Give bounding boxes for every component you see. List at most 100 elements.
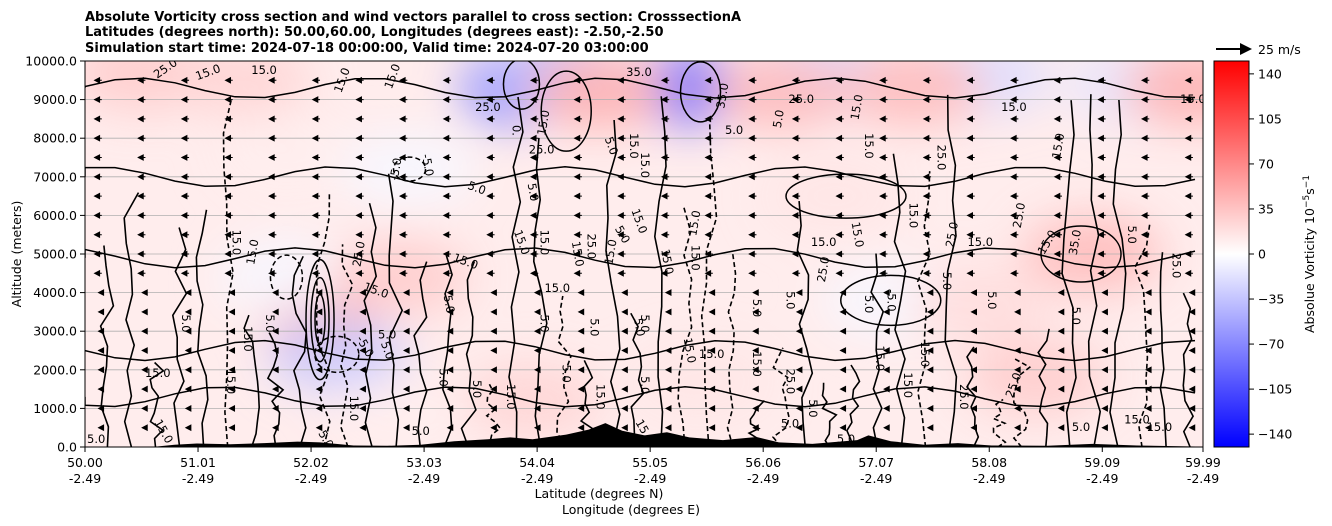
wind-vector-482 bbox=[704, 76, 713, 84]
contour-label-60: 15.0 bbox=[848, 93, 866, 121]
wind-vector-478 bbox=[529, 76, 539, 84]
wind-vector-489 bbox=[1010, 76, 1019, 84]
wind-vector-424 bbox=[442, 115, 451, 123]
contour-line-44 bbox=[1159, 252, 1167, 447]
wind-vector-114 bbox=[533, 347, 541, 354]
wind-vector-415 bbox=[1184, 134, 1193, 142]
wind-vector-202 bbox=[970, 289, 977, 297]
wind-vector-36 bbox=[533, 404, 541, 412]
contour-label-27: 0. bbox=[509, 125, 523, 136]
wind-vector-487 bbox=[922, 76, 932, 84]
wind-vector-365 bbox=[137, 154, 146, 161]
wind-vector-426 bbox=[529, 115, 539, 123]
chart-title-line-3: Simulation start time: 2024-07-18 00:00:… bbox=[85, 41, 649, 56]
wind-vector-265 bbox=[311, 231, 321, 239]
wind-vector-21 bbox=[1014, 424, 1021, 432]
vorticity-region-24 bbox=[462, 362, 603, 439]
contour-label-58: 35.0 bbox=[626, 65, 652, 79]
wind-vector-330 bbox=[879, 192, 888, 200]
vorticity-region-14 bbox=[529, 61, 670, 130]
wind-vector-340 bbox=[180, 173, 190, 181]
contour-line-33 bbox=[892, 153, 907, 447]
y-axis-label: Altitude (meters) bbox=[9, 201, 24, 308]
contour-loop-10 bbox=[679, 61, 722, 123]
contour-label-91: 5.0 bbox=[1125, 226, 1139, 244]
contour-label-66: 5.0 bbox=[784, 291, 798, 309]
wind-vector-328 bbox=[791, 192, 801, 200]
contour-loop-5 bbox=[269, 254, 304, 300]
wind-vector-210 bbox=[180, 269, 190, 277]
contour-label-45: 5.0 bbox=[602, 135, 621, 157]
colorbar-ticks: 140 105 70 35 0 −35 −70 −105 −140 bbox=[1249, 66, 1292, 442]
wind-vector-295 bbox=[486, 211, 495, 219]
wind-vector-55 bbox=[228, 385, 236, 393]
wind-vector-127 bbox=[1101, 347, 1108, 354]
wind-vector-231 bbox=[1097, 269, 1106, 277]
contour-label-75: 15.0 bbox=[918, 342, 932, 368]
contour-label-89: 15.0 bbox=[1049, 132, 1067, 160]
wind-vector-230 bbox=[1053, 269, 1062, 277]
contour-label-13: 15.0 bbox=[224, 369, 238, 395]
wind-vector-369 bbox=[311, 154, 321, 161]
wind-vector-6 bbox=[359, 424, 366, 432]
wind-vector-180 bbox=[1144, 308, 1152, 316]
vorticity-region-21 bbox=[966, 339, 1107, 416]
wind-vector-285 bbox=[1184, 231, 1193, 239]
contour-line-37 bbox=[991, 398, 1007, 447]
wind-vector-343 bbox=[311, 173, 321, 181]
wind-vector-308 bbox=[1053, 211, 1062, 219]
contour-label-78: 25.0 bbox=[943, 221, 961, 249]
wind-vector-260 bbox=[93, 231, 102, 239]
wind-vector-61 bbox=[490, 385, 497, 393]
wind-vector-403 bbox=[660, 134, 670, 142]
wind-vector-25 bbox=[1188, 424, 1196, 432]
wind-vector-243 bbox=[486, 250, 495, 258]
wind-vector-395 bbox=[311, 134, 321, 142]
wind-vector-322 bbox=[529, 192, 539, 200]
contour-label-40: 15.0 bbox=[504, 384, 518, 410]
wind-vector-375 bbox=[573, 154, 582, 161]
wind-vector-284 bbox=[1140, 231, 1150, 239]
wind-vector-65 bbox=[664, 385, 672, 393]
wind-vector-413 bbox=[1097, 134, 1106, 142]
contour-label-63: 15.0 bbox=[811, 235, 837, 249]
contour-line-10 bbox=[339, 244, 354, 447]
wind-vector-30 bbox=[272, 404, 279, 412]
wind-vector-469 bbox=[137, 76, 146, 84]
wind-vector-292 bbox=[355, 211, 364, 219]
wind-vector-52 bbox=[97, 385, 105, 393]
wind-vector-217 bbox=[486, 269, 495, 277]
wind-vector-117 bbox=[664, 347, 672, 354]
wind-vector-453 bbox=[573, 96, 582, 104]
wind-vector-250 bbox=[791, 250, 801, 258]
wind-vector-93 bbox=[752, 366, 759, 374]
wind-vector-76 bbox=[1144, 385, 1152, 393]
x-tick-label-lat-0: 50.00 bbox=[67, 455, 103, 470]
contour-line-8 bbox=[291, 255, 308, 447]
contour-label-7: 15.0 bbox=[230, 230, 244, 256]
wind-vector-300 bbox=[704, 211, 713, 219]
wind-vector-452 bbox=[529, 96, 539, 104]
wind-vector-376 bbox=[617, 154, 626, 161]
contour-line-40 bbox=[1061, 100, 1077, 447]
wind-vector-401 bbox=[573, 134, 582, 142]
wind-vector-446 bbox=[268, 96, 277, 104]
x-tick-label-lon-10: -2.49 bbox=[1187, 471, 1219, 486]
wind-vector-470 bbox=[180, 76, 190, 84]
contour-label-15: 25.0 bbox=[350, 240, 368, 268]
wind-vector-39 bbox=[664, 404, 672, 412]
wind-vector-195 bbox=[664, 289, 672, 297]
wind-vector-373 bbox=[486, 154, 495, 161]
wind-vector-131 bbox=[141, 327, 148, 335]
contour-label-8: 15.0 bbox=[243, 238, 261, 266]
y-tick-label-2: 2000.0 bbox=[33, 362, 77, 377]
wind-vector-394 bbox=[268, 134, 277, 142]
wind-vector-382 bbox=[879, 154, 888, 161]
colorbar-tick-label-8: −140 bbox=[1258, 427, 1292, 442]
vorticity-region-2 bbox=[216, 115, 357, 192]
wind-vector-276 bbox=[791, 231, 801, 239]
contour-label-46: 15.0 bbox=[627, 133, 641, 159]
wind-vector-170 bbox=[708, 308, 716, 316]
y-tick-label-8: 8000.0 bbox=[33, 131, 77, 146]
wind-vector-33 bbox=[403, 404, 410, 412]
